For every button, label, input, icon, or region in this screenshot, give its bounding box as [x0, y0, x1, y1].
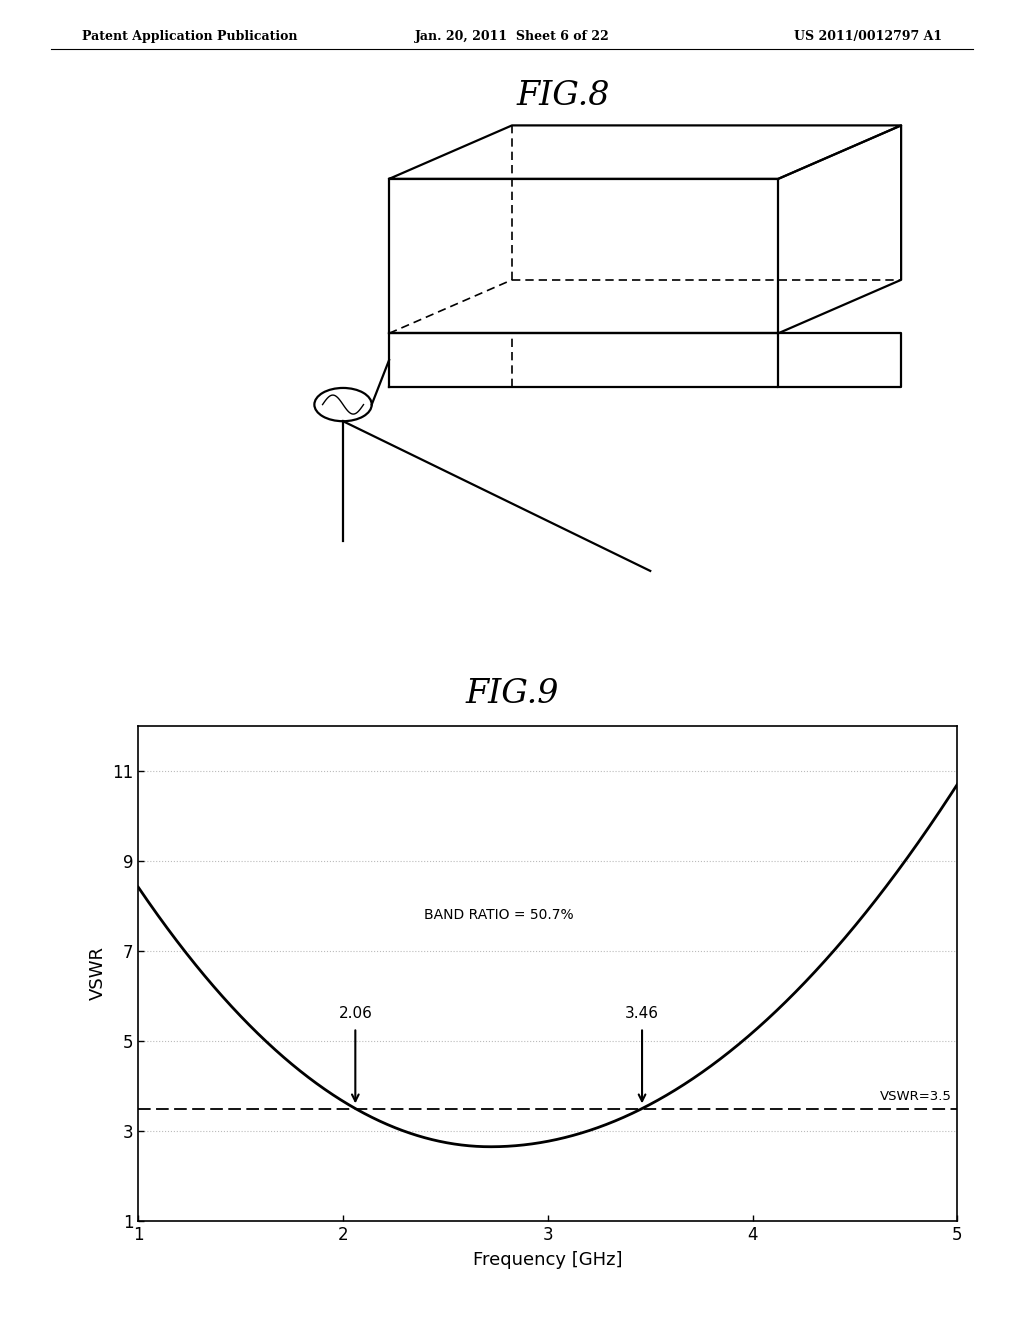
- Text: VSWR=3.5: VSWR=3.5: [880, 1090, 951, 1104]
- Text: FIG.9: FIG.9: [465, 678, 559, 710]
- Text: 3.46: 3.46: [625, 1006, 659, 1020]
- Text: US 2011/0012797 A1: US 2011/0012797 A1: [794, 30, 942, 44]
- Y-axis label: VSWR: VSWR: [88, 946, 106, 1001]
- Text: BAND RATIO = 50.7%: BAND RATIO = 50.7%: [424, 908, 573, 921]
- Text: Patent Application Publication: Patent Application Publication: [82, 30, 297, 44]
- Text: FIG.8: FIG.8: [516, 79, 610, 112]
- Text: 2.06: 2.06: [338, 1006, 373, 1020]
- X-axis label: Frequency [GHz]: Frequency [GHz]: [473, 1251, 623, 1269]
- Text: Jan. 20, 2011  Sheet 6 of 22: Jan. 20, 2011 Sheet 6 of 22: [415, 30, 609, 44]
